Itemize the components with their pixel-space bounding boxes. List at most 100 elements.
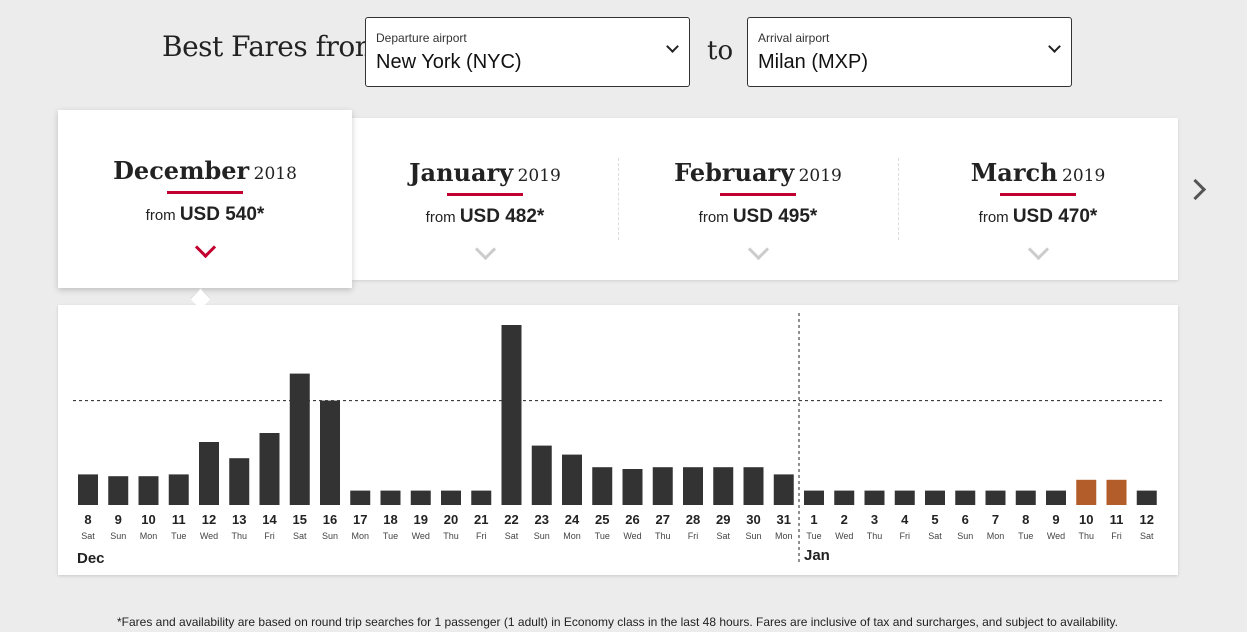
month-tab-march[interactable]: March 2019 from USD 470*	[898, 118, 1178, 280]
fare-bar[interactable]	[350, 490, 371, 505]
month-tab-january[interactable]: January 2019 from USD 482*	[352, 118, 618, 280]
day-label: 10	[1079, 512, 1093, 527]
from-label: from	[978, 209, 1009, 226]
fare-bar[interactable]	[1076, 479, 1097, 505]
weekday-label: Sat	[928, 531, 942, 541]
fare-bar[interactable]	[773, 474, 794, 505]
day-label: 19	[414, 512, 428, 527]
weekday-label: Fri	[1111, 531, 1122, 541]
fare-bar[interactable]	[592, 467, 613, 505]
chevron-down-icon	[194, 236, 216, 259]
day-label: 6	[962, 512, 969, 527]
fare-bar[interactable]	[894, 490, 915, 505]
month-price: USD 482*	[459, 206, 545, 227]
weekday-label: Sat	[1140, 531, 1154, 541]
day-label: 2	[841, 512, 848, 527]
day-label: 15	[293, 512, 307, 527]
fare-bar[interactable]	[320, 400, 340, 505]
month-label: Dec	[77, 550, 105, 567]
fare-bar[interactable]	[743, 467, 764, 505]
month-label: Jan	[804, 547, 830, 564]
fare-bar[interactable]	[804, 490, 824, 505]
weekday-label: Fri	[476, 531, 487, 541]
month-selector: January 2019 from USD 482* February 2019…	[352, 118, 1178, 280]
chevron-down-icon	[474, 238, 496, 261]
fare-bar[interactable]	[562, 454, 582, 505]
fare-chart: 8 Sat 9 Sun 10 Mon 11 Tue 12 Wed 13 Thu 14 Fri 15 Sat 16…	[58, 305, 1178, 575]
day-label: 16	[323, 512, 337, 527]
fare-bar[interactable]	[864, 490, 885, 505]
day-label: 11	[172, 512, 186, 527]
fare-bar[interactable]	[380, 490, 401, 505]
fare-bar[interactable]	[1046, 490, 1066, 505]
fare-bar[interactable]	[955, 490, 976, 505]
weekday-label: Thu	[867, 531, 883, 541]
weekday-label: Mon	[140, 531, 158, 541]
fare-bar[interactable]	[1136, 490, 1157, 505]
fare-bar[interactable]	[108, 476, 129, 505]
day-label: 12	[202, 512, 216, 527]
weekday-label: Sun	[957, 531, 973, 541]
fare-chart-svg: 8Sat9Sun10Mon11Tue12Wed13Thu14Fri15Sat16…	[73, 313, 1163, 567]
month-tab-february[interactable]: February 2019 from USD 495*	[618, 118, 898, 280]
footnote: *Fares and availability are based on rou…	[117, 615, 1118, 629]
weekday-label: Fri	[688, 531, 699, 541]
day-label: 11	[1110, 512, 1124, 527]
fare-bar[interactable]	[834, 490, 855, 505]
weekday-label: Thu	[443, 531, 459, 541]
weekday-label: Sun	[534, 531, 550, 541]
day-label: 21	[474, 512, 488, 527]
weekday-label: Wed	[623, 531, 641, 541]
fare-bar[interactable]	[501, 325, 522, 505]
day-label: 18	[383, 512, 397, 527]
fare-bar[interactable]	[441, 490, 461, 505]
day-label: 27	[656, 512, 670, 527]
fare-bar[interactable]	[410, 490, 431, 505]
fare-bar[interactable]	[713, 467, 734, 505]
month-price: USD 540*	[179, 204, 265, 225]
fare-bar[interactable]	[531, 445, 552, 505]
day-label: 29	[716, 512, 730, 527]
from-label: from	[145, 207, 176, 224]
arrival-airport-select[interactable]: Arrival airport Milan (MXP)	[747, 17, 1072, 87]
departure-airport-select[interactable]: Departure airport New York (NYC)	[365, 17, 690, 87]
fare-bar[interactable]	[683, 467, 703, 505]
day-label: 24	[565, 512, 580, 527]
month-underline	[167, 191, 243, 194]
weekday-label: Mon	[351, 531, 369, 541]
fare-bar[interactable]	[229, 458, 250, 505]
fare-bar[interactable]	[1106, 479, 1127, 505]
from-label: from	[425, 209, 456, 226]
month-tab-december[interactable]: December 2018 from USD 540*	[58, 110, 352, 288]
month-underline	[447, 193, 523, 196]
weekday-label: Sat	[81, 531, 95, 541]
day-label: 22	[504, 512, 518, 527]
page-title: Best Fares from	[162, 30, 381, 63]
month-underline	[1000, 193, 1076, 196]
fare-bar[interactable]	[925, 490, 945, 505]
weekday-label: Mon	[987, 531, 1005, 541]
fare-bar[interactable]	[652, 467, 673, 505]
fare-bar[interactable]	[78, 474, 98, 505]
month-name: March	[970, 158, 1058, 187]
weekday-label: Sat	[293, 531, 307, 541]
chevron-down-icon	[747, 238, 769, 261]
fare-bar[interactable]	[168, 474, 189, 505]
weekday-label: Mon	[775, 531, 793, 541]
chevron-right-icon[interactable]	[1184, 178, 1207, 201]
fare-bar[interactable]	[471, 490, 492, 505]
weekday-label: Tue	[171, 531, 186, 541]
day-label: 8	[1022, 512, 1029, 527]
fare-bar[interactable]	[289, 373, 310, 505]
day-label: 26	[625, 512, 639, 527]
day-label: 20	[444, 512, 458, 527]
fare-bar[interactable]	[138, 476, 159, 505]
fare-bar[interactable]	[1015, 490, 1036, 505]
fare-bar[interactable]	[199, 442, 219, 505]
fare-bar[interactable]	[985, 490, 1006, 505]
day-label: 7	[992, 512, 999, 527]
fare-bar[interactable]	[622, 469, 643, 505]
fare-bar[interactable]	[259, 433, 280, 505]
from-label: from	[698, 209, 729, 226]
weekday-label: Tue	[383, 531, 398, 541]
